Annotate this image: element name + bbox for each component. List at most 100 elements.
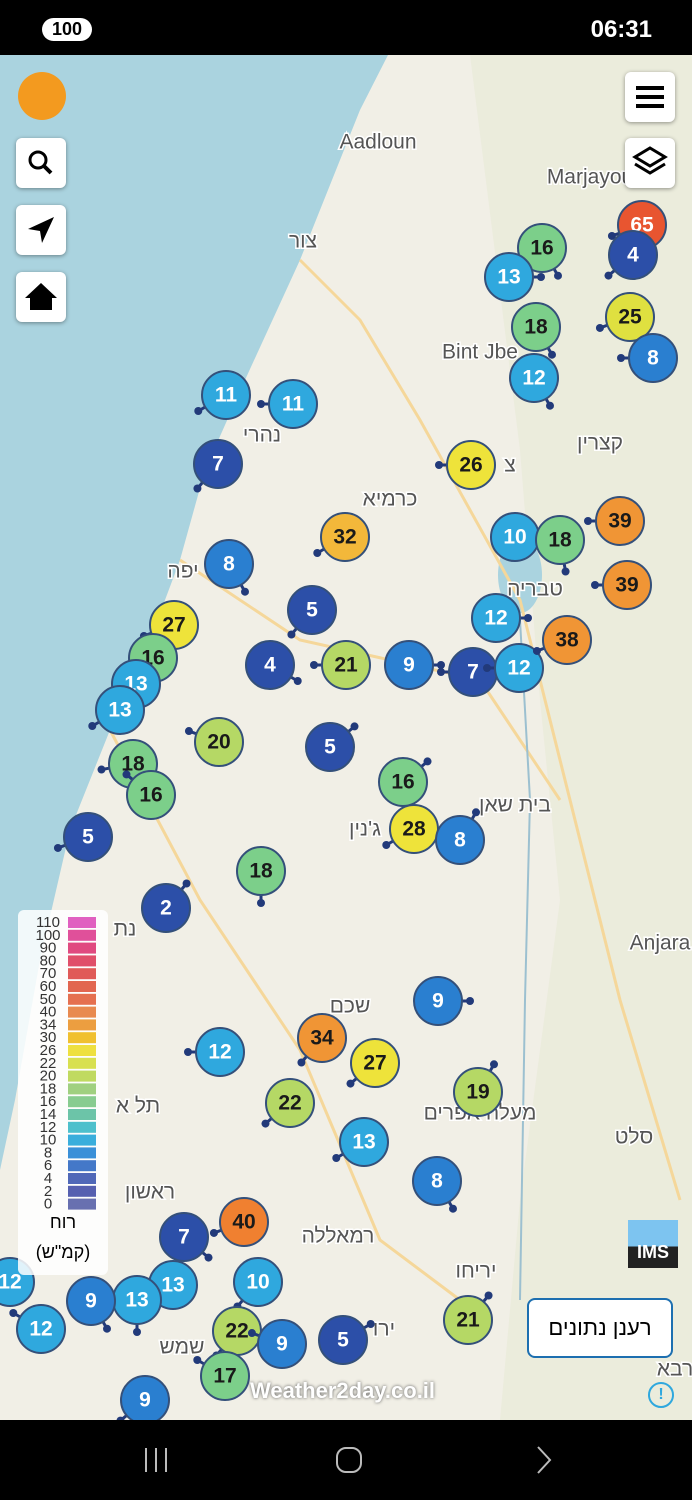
wind-value: 7 [212, 453, 224, 476]
arrow-head [350, 722, 359, 731]
wind-marker [195, 1027, 245, 1077]
battery: 100 [42, 18, 93, 41]
wind-value: 25 [618, 306, 642, 329]
wind-marker [318, 1315, 368, 1365]
legend-tick: 6 [44, 1157, 52, 1174]
search-button[interactable] [16, 138, 66, 188]
wind-value: 8 [647, 347, 659, 370]
arrow-head [366, 1320, 375, 1328]
wind-value: 5 [306, 599, 318, 622]
wind-marker [193, 439, 243, 489]
wind-value: 32 [333, 526, 356, 549]
wind-value: 18 [249, 860, 273, 883]
arrow-head [209, 1228, 218, 1237]
wind-marker [141, 883, 191, 933]
wind-value: 12 [484, 607, 507, 630]
wind-marker [509, 353, 559, 403]
wind-marker [297, 1013, 347, 1063]
info-icon[interactable]: ! [648, 1382, 674, 1408]
legend-tick: 80 [40, 952, 57, 969]
arrow-head [133, 1328, 141, 1336]
wind-value: 5 [337, 1329, 349, 1352]
wind-value: 12 [522, 367, 545, 390]
place-label: Marjayou [547, 166, 633, 189]
wind-value: 18 [121, 753, 145, 776]
logo[interactable] [18, 72, 66, 120]
wind-marker [204, 539, 254, 589]
wind-value: 22 [278, 1092, 301, 1115]
place-label: יריחו [456, 1260, 497, 1283]
place-label: Aadloun [339, 131, 416, 154]
wind-value: 40 [232, 1211, 255, 1234]
wind-marker [628, 333, 678, 383]
arrow-head [537, 273, 545, 281]
arrow-head [257, 899, 265, 907]
arrow-head [332, 1154, 341, 1162]
legend-swatch [68, 1057, 96, 1069]
place-label: צ [504, 454, 515, 477]
wind-marker [159, 1212, 209, 1262]
arrow-head [257, 400, 265, 408]
layers-button[interactable] [625, 138, 675, 188]
wind-value: 10 [246, 1271, 269, 1294]
wind-value: 19 [466, 1081, 489, 1104]
wind-marker [350, 1038, 400, 1088]
wind-marker [63, 812, 113, 862]
legend-tick: 34 [40, 1016, 57, 1033]
arrow-head [88, 722, 97, 730]
arrow-head [604, 271, 613, 280]
menu-button[interactable] [625, 72, 675, 122]
wind-value: 11 [215, 384, 238, 407]
locate-button[interactable] [16, 205, 66, 255]
arrow-head [548, 350, 556, 359]
wind-marker [320, 512, 370, 562]
wind-value: 17 [213, 1365, 236, 1388]
wind-marker [95, 685, 145, 735]
legend-swatch [68, 1134, 96, 1146]
arrow-head [53, 843, 62, 852]
nav-bar [0, 1420, 692, 1500]
wind-marker [413, 976, 463, 1026]
wind-marker [471, 593, 521, 643]
arrow-head [310, 661, 318, 669]
wind-value: 26 [459, 454, 482, 477]
legend-tick: 8 [44, 1144, 52, 1161]
refresh-button[interactable]: רענן נתונים [527, 1298, 673, 1358]
arrow-head [591, 581, 599, 589]
arrow-head [595, 323, 604, 332]
wind-value: 12 [0, 1271, 22, 1294]
legend-tick: 2 [44, 1183, 52, 1200]
wind-marker [511, 302, 561, 352]
legend-swatch [68, 1019, 96, 1031]
place-label: קצרין [577, 432, 623, 455]
arrow-head [293, 677, 302, 685]
wind-marker [412, 1156, 462, 1206]
arrow-head [472, 808, 480, 817]
wind-value: 13 [108, 699, 131, 722]
arrow-head [287, 630, 296, 639]
legend-tick: 20 [40, 1068, 57, 1085]
wind-value: 13 [125, 1289, 148, 1312]
wind-marker [378, 757, 428, 807]
wind-value: 27 [363, 1052, 386, 1075]
arrow-head [247, 1329, 256, 1338]
wind-marker [484, 252, 534, 302]
wind-value: 5 [324, 736, 336, 759]
wind-marker [219, 1197, 269, 1247]
ims-logo: IMS [628, 1220, 678, 1268]
legend-tick: 50 [40, 991, 57, 1008]
legend-tick: 30 [40, 1029, 57, 1046]
wind-value: 22 [225, 1320, 248, 1343]
legend-tick: 16 [40, 1093, 57, 1110]
wind-value: 27 [162, 614, 185, 637]
wind-value: 39 [615, 574, 638, 597]
legend-swatch [68, 1083, 96, 1095]
wind-value: 18 [524, 316, 548, 339]
arrow-head [546, 401, 554, 410]
wind-value: 9 [432, 990, 444, 1013]
wind-value: 21 [456, 1309, 480, 1332]
home-button[interactable] [16, 272, 66, 322]
sea [0, 55, 388, 1170]
legend-tick: 110 [36, 914, 60, 931]
legend-swatch [68, 929, 96, 941]
